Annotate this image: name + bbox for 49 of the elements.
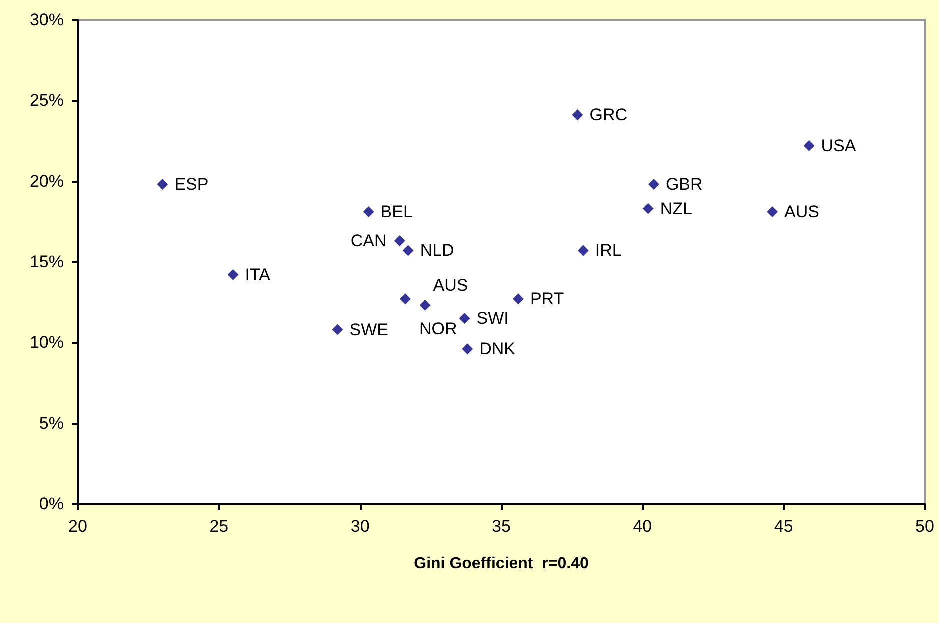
annotation: GBR (666, 175, 703, 194)
point (402, 245, 414, 256)
point (767, 206, 778, 218)
x-tick-label: 40 (633, 517, 652, 536)
point (394, 236, 406, 247)
point (332, 324, 344, 336)
y-tick-label: 10% (30, 333, 64, 352)
annotation: SWE (350, 320, 388, 340)
point (459, 312, 470, 324)
point (512, 294, 524, 305)
annotation: CAN (350, 232, 387, 251)
point (642, 203, 654, 214)
x-tick-label: 35 (492, 517, 511, 536)
x-axis-title: Gini Goefficient r=0.40 (414, 556, 589, 572)
annotation: AUS (784, 202, 820, 222)
annotation: ESP (174, 175, 209, 194)
annotation: BEL (380, 202, 413, 222)
annotation: PRT (530, 290, 564, 309)
y-tick-label: 30% (30, 10, 64, 30)
y-tick-label: 25% (30, 91, 64, 110)
point (804, 140, 815, 152)
point (363, 206, 374, 218)
annotation: NLD (420, 241, 454, 260)
x-tick-label: 30 (350, 517, 370, 536)
x-tick-label: 25 (210, 517, 229, 536)
point (578, 245, 589, 256)
x-tick-label: 50 (916, 517, 934, 536)
y-tick-label: 15% (30, 252, 64, 272)
annotation: IRL (595, 241, 622, 260)
point (400, 294, 412, 305)
annotation: AUS (433, 276, 468, 296)
point (157, 179, 168, 190)
annotation: USA (821, 136, 857, 156)
x-tick-label: 45 (774, 517, 794, 536)
annotation: NZL (660, 199, 692, 218)
y-tick-label: 5% (39, 414, 64, 433)
annotation: GRC (590, 106, 628, 125)
annotation: SWI (476, 308, 509, 328)
annotation: NOR (420, 320, 458, 339)
point (648, 179, 660, 190)
point (572, 110, 584, 121)
point (228, 269, 239, 280)
annotation: DNK (480, 340, 516, 359)
annotation: ITA (245, 265, 272, 284)
point (420, 300, 431, 312)
x-tick-label: 20 (68, 517, 88, 536)
y-tick-label: 20% (30, 172, 64, 191)
y-tick-label: 0% (39, 494, 64, 514)
point (462, 344, 474, 355)
